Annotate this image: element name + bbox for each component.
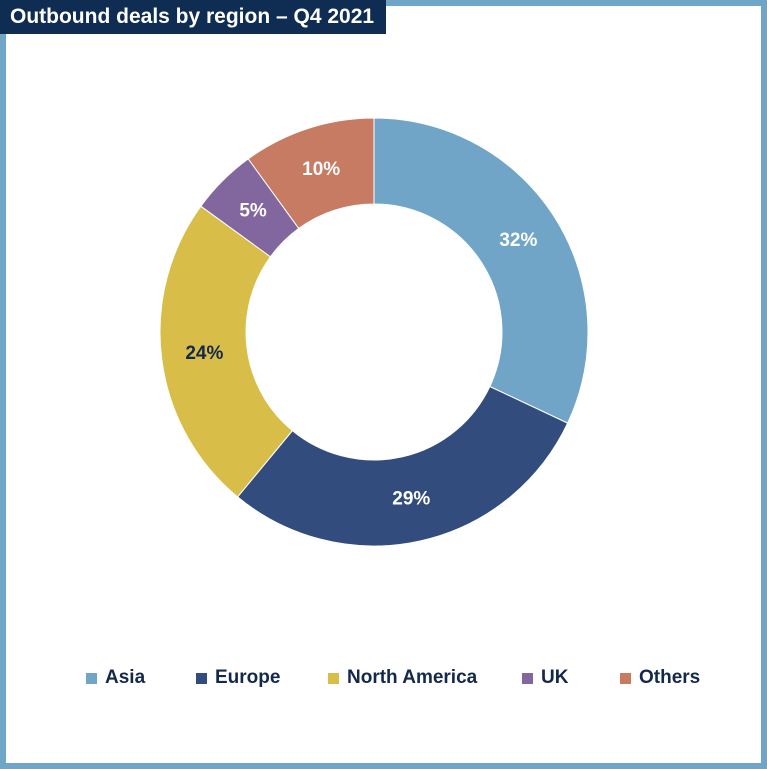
- chart-title: Outbound deals by region – Q4 2021: [0, 0, 387, 34]
- donut-slice-asia: [373, 117, 589, 424]
- data-label-asia: 32%: [499, 230, 537, 251]
- legend-swatch-north-america: [328, 672, 339, 684]
- legend-item-uk: UK: [522, 660, 568, 696]
- data-label-europe: 29%: [392, 488, 430, 509]
- data-label-others: 10%: [302, 159, 340, 180]
- legend-label-europe: Europe: [215, 667, 281, 688]
- data-label-north-america: 24%: [185, 343, 223, 364]
- donut-slice-europe: [236, 385, 569, 547]
- legend-swatch-uk: [522, 672, 533, 684]
- data-label-uk: 5%: [239, 201, 267, 222]
- legend-swatch-others: [620, 672, 631, 684]
- legend-item-asia: Asia: [86, 660, 145, 696]
- legend-label-asia: Asia: [105, 667, 146, 688]
- legend-item-europe: Europe: [196, 660, 280, 696]
- legend-item-others: Others: [620, 660, 700, 696]
- chart-legend: Asia Europe North America UK Others: [0, 660, 767, 696]
- legend-label-north-america: North America: [347, 667, 478, 688]
- legend-item-north-america: North America: [328, 660, 477, 696]
- donut-slice-others: [247, 117, 375, 230]
- legend-swatch-europe: [196, 672, 207, 684]
- legend-swatch-asia: [86, 672, 97, 684]
- legend-label-others: Others: [639, 667, 701, 688]
- donut-slice-north-america: [159, 205, 294, 498]
- legend-label-uk: UK: [541, 667, 569, 688]
